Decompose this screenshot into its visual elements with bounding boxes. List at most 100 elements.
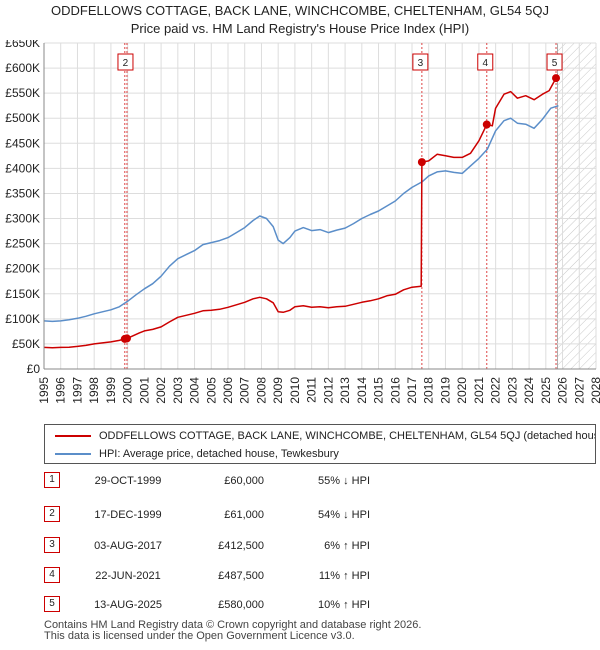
sale-row: 3 03-AUG-2017 £412,500 6% ↑ HPI (44, 537, 464, 555)
x-tick-label: 2015 (372, 377, 386, 404)
sale-number-badge: 4 (44, 567, 60, 583)
series-line (43, 104, 559, 323)
x-tick-label: 2002 (154, 377, 168, 404)
sale-point (482, 120, 491, 129)
x-tick-label: 2013 (338, 377, 352, 404)
legend-item-property: ODDFELLOWS COTTAGE, BACK LANE, WINCHCOMB… (55, 427, 596, 445)
x-tick-label: 2001 (137, 377, 151, 404)
x-tick-label: 2005 (204, 377, 218, 404)
sale-marker-label: 2 (123, 58, 129, 69)
sale-point (552, 74, 561, 83)
sale-point (122, 334, 131, 343)
legend-label-property: ODDFELLOWS COTTAGE, BACK LANE, WINCHCOMB… (99, 430, 596, 442)
price-chart: 2 3 4 5 £0 £50K £100K £150K £200K £250K £300K £350… (5, 40, 600, 404)
sale-date: 03-AUG-2017 (94, 540, 162, 552)
x-tick-label: 1999 (104, 377, 118, 404)
x-tick-label: 2018 (422, 377, 436, 404)
sale-marker-badge (412, 53, 429, 71)
x-tick-label: 1995 (37, 377, 51, 404)
sale-hpi-diff: 6% ↑ HPI (324, 540, 370, 552)
x-tick-label: 2020 (455, 377, 469, 404)
sale-row: 5 13-AUG-2025 £580,000 10% ↑ HPI (44, 596, 464, 614)
y-tick-label: £500K (5, 111, 40, 125)
sale-hpi-diff: 11% ↑ HPI (318, 570, 370, 582)
sale-price: £412,500 (218, 540, 264, 552)
sale-hpi-diff: 55% ↓ HPI (318, 475, 370, 487)
sale-number-badge: 3 (44, 537, 60, 553)
sale-marker-badge (477, 53, 494, 71)
y-tick-label: £300K (5, 212, 40, 226)
sale-hpi-diff: 54% ↓ HPI (318, 509, 370, 521)
x-tick-label: 2000 (121, 377, 135, 404)
x-tick-label: 2012 (321, 377, 335, 404)
x-tick-label: 2004 (188, 377, 202, 404)
x-tick-label: 2007 (238, 377, 252, 404)
sale-marker-label: 4 (482, 58, 488, 69)
sale-date: 29-OCT-1999 (94, 475, 162, 487)
x-tick-label: 2011 (305, 377, 319, 403)
chart-subtitle: Price paid vs. HM Land Registry's House … (130, 21, 470, 36)
forecast-hatch-area (557, 43, 596, 369)
x-tick-label: 1998 (87, 377, 101, 404)
x-tick-label: 2019 (438, 377, 452, 404)
x-tick-label: 1996 (54, 377, 68, 404)
legend-swatch-hpi (55, 453, 91, 456)
sale-point (417, 158, 426, 167)
x-tick-label: 2022 (489, 377, 503, 404)
sale-hpi-diff: 10% ↑ HPI (318, 599, 370, 611)
x-tick-label: 2017 (405, 377, 419, 404)
sale-number-badge: 5 (44, 596, 60, 612)
chart-legend: ODDFELLOWS COTTAGE, BACK LANE, WINCHCOMB… (44, 424, 596, 464)
sale-price: £487,500 (218, 570, 264, 582)
sale-number-badge: 1 (44, 472, 60, 488)
sale-row: 1 29-OCT-1999 £60,000 55% ↓ HPI (44, 472, 464, 490)
chart-title: ODDFELLOWS COTTAGE, BACK LANE, WINCHCOMB… (51, 3, 549, 18)
legend-item-hpi: HPI: Average price, detached house, Tewk… (55, 445, 339, 463)
sale-marker-label: 5 (552, 58, 558, 69)
y-tick-label: £50K (12, 337, 40, 351)
sale-date: 17-DEC-1999 (94, 509, 162, 521)
y-tick-label: £650K (5, 40, 40, 50)
y-tick-label: £400K (5, 161, 40, 175)
sale-price: £61,000 (224, 509, 264, 521)
legend-swatch-property (55, 435, 91, 438)
sale-date: 22-JUN-2021 (95, 570, 161, 582)
x-tick-label: 2008 (254, 377, 268, 404)
sale-number-badge: 2 (44, 506, 60, 522)
x-tick-label: 2026 (556, 377, 570, 404)
x-tick-label: 2016 (388, 377, 402, 404)
x-tick-label: 2009 (271, 377, 285, 404)
y-tick-label: £600K (5, 61, 40, 75)
x-tick-label: 2021 (472, 377, 486, 404)
x-tick-label: 2014 (355, 377, 369, 404)
footer-copyright: Contains HM Land Registry data © Crown c… (44, 619, 422, 631)
sale-marker-badge (117, 53, 134, 71)
plot-background (44, 43, 596, 369)
y-tick-label: £550K (5, 86, 40, 100)
x-tick-label: 2023 (505, 377, 519, 404)
sale-price: £580,000 (218, 599, 264, 611)
sale-marker-badge (546, 53, 563, 71)
y-tick-label: £0 (27, 362, 41, 376)
x-tick-label: 1997 (70, 377, 84, 404)
sale-date: 13-AUG-2025 (94, 599, 162, 611)
y-tick-label: £350K (5, 186, 40, 200)
footer-note: Contains HM Land Registry data © Crown c… (44, 620, 421, 642)
sale-marker-label: 3 (418, 58, 424, 69)
y-tick-label: £150K (5, 287, 40, 301)
x-tick-label: 2010 (288, 377, 302, 404)
x-tick-label: 2024 (522, 377, 536, 404)
y-tick-label: £450K (5, 136, 40, 150)
x-tick-label: 2006 (221, 377, 235, 404)
chart-title-block: ODDFELLOWS COTTAGE, BACK LANE, WINCHCOMB… (0, 2, 600, 38)
x-tick-label: 2025 (539, 377, 553, 404)
sale-row: 2 17-DEC-1999 £61,000 54% ↓ HPI (44, 506, 464, 524)
x-tick-label: 2027 (572, 377, 586, 404)
y-tick-label: £250K (5, 237, 40, 251)
x-tick-label: 2003 (171, 377, 185, 404)
y-tick-label: £100K (5, 312, 40, 326)
footer-license: This data is licensed under the Open Gov… (44, 630, 355, 642)
legend-label-hpi: HPI: Average price, detached house, Tewk… (99, 448, 339, 460)
sale-price: £60,000 (224, 475, 264, 487)
y-tick-label: £200K (5, 262, 40, 276)
